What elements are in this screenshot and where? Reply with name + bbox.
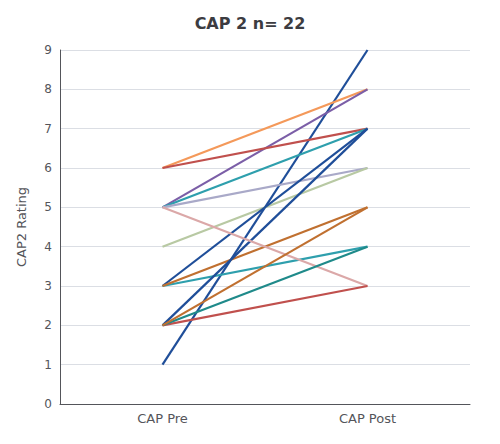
svg-text:3: 3 bbox=[44, 279, 52, 293]
svg-text:CAP Pre: CAP Pre bbox=[137, 411, 188, 426]
svg-text:CAP Post: CAP Post bbox=[339, 411, 396, 426]
svg-text:0: 0 bbox=[44, 397, 52, 411]
svg-text:7: 7 bbox=[44, 122, 52, 136]
svg-text:4: 4 bbox=[44, 240, 52, 254]
svg-text:1: 1 bbox=[44, 358, 52, 372]
svg-text:CAP 2 n= 22: CAP 2 n= 22 bbox=[195, 14, 306, 33]
svg-text:8: 8 bbox=[44, 82, 52, 96]
svg-text:CAP2 Rating: CAP2 Rating bbox=[14, 187, 29, 267]
svg-text:2: 2 bbox=[44, 318, 52, 332]
svg-text:9: 9 bbox=[44, 43, 52, 57]
svg-text:6: 6 bbox=[44, 161, 52, 175]
svg-text:5: 5 bbox=[44, 200, 52, 214]
